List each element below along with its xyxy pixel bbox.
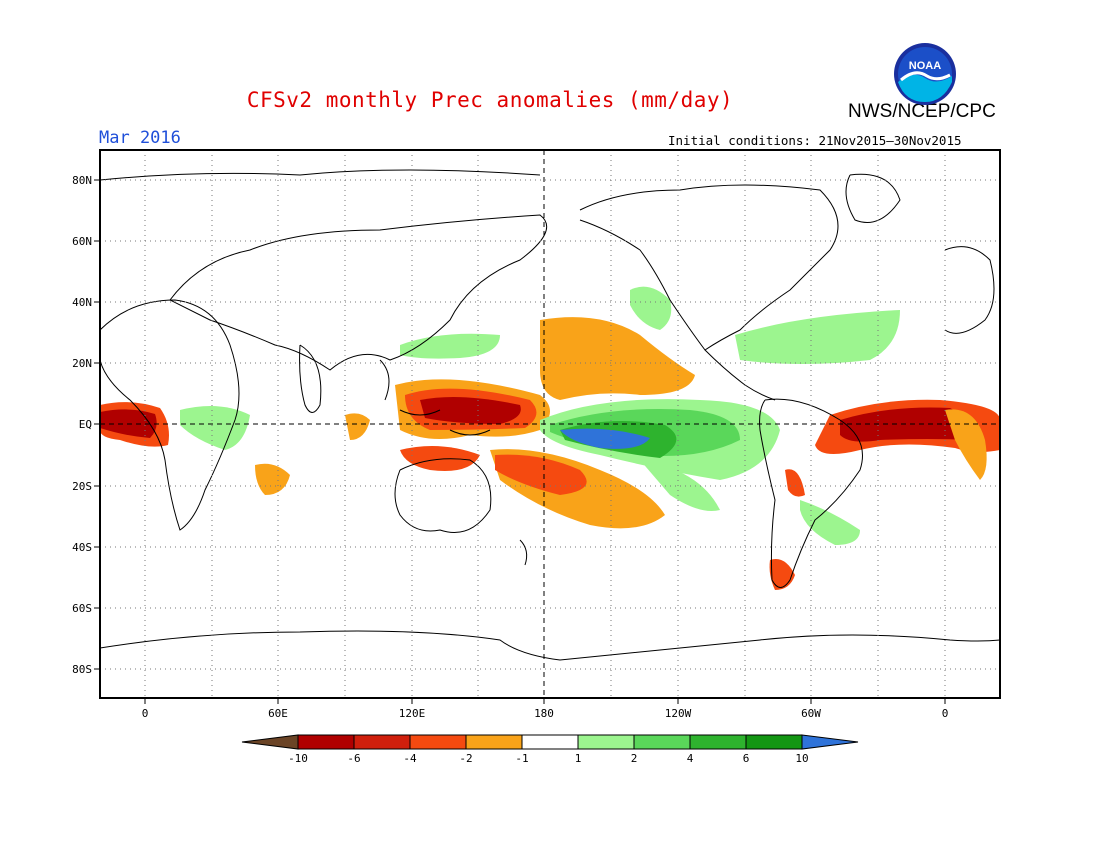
- logo-text: NOAA: [909, 60, 941, 72]
- very-wet-anomaly-center: [560, 428, 650, 449]
- agency-label: NWS/NCEP/CPC: [848, 101, 996, 122]
- lat-label-80s: 80S: [72, 663, 92, 676]
- colorbar-arrow-left: [241, 734, 299, 750]
- colorbar-segment: [409, 734, 467, 750]
- target-month-label: Mar 2016: [99, 128, 181, 148]
- noaa-logo-icon: NOAA: [894, 43, 956, 105]
- colorbar-label: -1: [515, 752, 528, 765]
- colorbar-segment: [577, 734, 635, 750]
- colorbar-label: -2: [459, 752, 472, 765]
- colorbar-arrow-right: [801, 734, 859, 750]
- colorbar-segment: [745, 734, 803, 750]
- lon-label-120w: 120W: [665, 707, 692, 720]
- colorbar-label: 10: [795, 752, 808, 765]
- dry-anomaly-north-pacific: [540, 317, 695, 400]
- colorbar: -10 -6 -4 -2 -1 1 2 4 6 10: [241, 734, 859, 765]
- axis-ticks: [94, 179, 946, 704]
- coastlines: [100, 169, 1000, 661]
- lon-label-60w: 60W: [801, 707, 821, 720]
- colorbar-segment: [297, 734, 355, 750]
- anomaly-shading: [100, 286, 1000, 590]
- colorbar-label: 6: [743, 752, 750, 765]
- colorbar-segment: [633, 734, 691, 750]
- lat-label-40s: 40S: [72, 541, 92, 554]
- colorbar-segment: [353, 734, 411, 750]
- colorbar-segment: [521, 734, 579, 750]
- colorbar-label: 4: [687, 752, 694, 765]
- colorbar-segment: [465, 734, 523, 750]
- lon-label-60e: 60E: [268, 707, 288, 720]
- lon-label-180: 180: [534, 707, 554, 720]
- wet-anomaly-north-america: [735, 310, 900, 364]
- lon-label-120e: 120E: [399, 707, 426, 720]
- colorbar-segment: [689, 734, 747, 750]
- lat-label-40n: 40N: [72, 296, 92, 309]
- graticule: [100, 150, 1000, 698]
- lat-label-60s: 60S: [72, 602, 92, 615]
- lat-label-20s: 20S: [72, 480, 92, 493]
- lat-label-eq: EQ: [79, 418, 92, 431]
- colorbar-label: -10: [288, 752, 308, 765]
- lon-label-0-east: 0: [942, 707, 949, 720]
- colorbar-label: 2: [631, 752, 638, 765]
- lon-label-0-west: 0: [142, 707, 149, 720]
- initial-conditions-label: Initial conditions: 21Nov2015–30Nov2015: [668, 133, 962, 148]
- colorbar-label: -4: [403, 752, 417, 765]
- lat-label-20n: 20N: [72, 357, 92, 370]
- colorbar-label: 1: [575, 752, 582, 765]
- lat-label-60n: 60N: [72, 235, 92, 248]
- page-title: CFSv2 monthly Prec anomalies (mm/day): [246, 88, 734, 112]
- colorbar-label: -6: [347, 752, 360, 765]
- lat-label-80n: 80N: [72, 174, 92, 187]
